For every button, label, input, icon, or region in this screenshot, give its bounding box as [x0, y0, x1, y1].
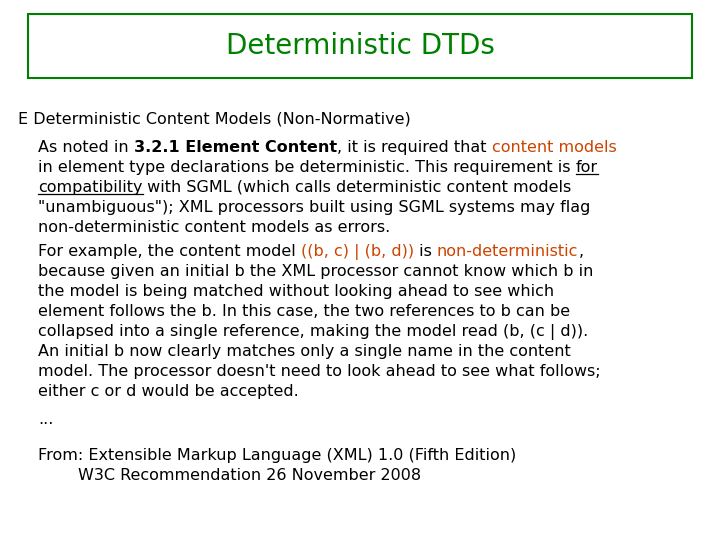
Text: ((b, c) | (b, d)): ((b, c) | (b, d)) — [301, 244, 414, 260]
Text: "unambiguous"); XML processors built using SGML systems may flag: "unambiguous"); XML processors built usi… — [38, 200, 590, 215]
Text: with SGML (which calls deterministic content models: with SGML (which calls deterministic con… — [143, 180, 572, 195]
Text: collapsed into a single reference, making the model read (b, (c | d)).: collapsed into a single reference, makin… — [38, 324, 588, 340]
FancyBboxPatch shape — [28, 14, 692, 78]
Text: 3.2.1 Element Content: 3.2.1 Element Content — [134, 140, 337, 155]
Text: ...: ... — [38, 412, 53, 427]
Text: in element type declarations be deterministic. This requirement is: in element type declarations be determin… — [38, 160, 575, 175]
Text: model. The processor doesn't need to look ahead to see what follows;: model. The processor doesn't need to loo… — [38, 364, 600, 379]
Text: compatibility: compatibility — [38, 180, 143, 195]
Text: ,: , — [578, 244, 583, 259]
Text: non-deterministic: non-deterministic — [437, 244, 578, 259]
Text: From: Extensible Markup Language (XML) 1.0 (Fifth Edition): From: Extensible Markup Language (XML) 1… — [38, 448, 516, 463]
Text: An initial b now clearly matches only a single name in the content: An initial b now clearly matches only a … — [38, 344, 571, 359]
Text: because given an initial b the XML processor cannot know which b in: because given an initial b the XML proce… — [38, 264, 593, 279]
Text: , it is required that: , it is required that — [337, 140, 492, 155]
Text: As noted in: As noted in — [38, 140, 134, 155]
Text: E Deterministic Content Models (Non-Normative): E Deterministic Content Models (Non-Norm… — [18, 112, 410, 127]
Text: W3C Recommendation 26 November 2008: W3C Recommendation 26 November 2008 — [78, 468, 421, 483]
Text: element follows the b. In this case, the two references to b can be: element follows the b. In this case, the… — [38, 304, 570, 319]
Text: for: for — [575, 160, 598, 175]
Text: is: is — [414, 244, 437, 259]
Text: content models: content models — [492, 140, 616, 155]
Text: For example, the content model: For example, the content model — [38, 244, 301, 259]
Text: the model is being matched without looking ahead to see which: the model is being matched without looki… — [38, 284, 554, 299]
Text: Deterministic DTDs: Deterministic DTDs — [225, 32, 495, 60]
Text: either c or d would be accepted.: either c or d would be accepted. — [38, 384, 299, 399]
Text: non-deterministic content models as errors.: non-deterministic content models as erro… — [38, 220, 390, 235]
